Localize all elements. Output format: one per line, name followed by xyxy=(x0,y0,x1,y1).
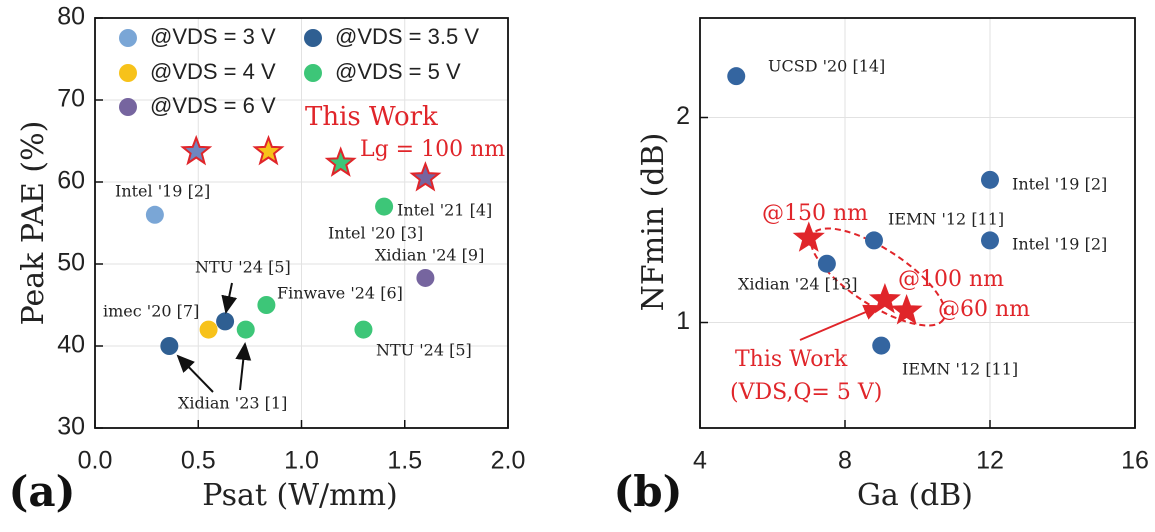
point-annotation: Xidian '23 [1] xyxy=(178,394,287,413)
this-work-star xyxy=(868,282,901,314)
y-tick-label: 80 xyxy=(57,3,85,31)
highlight-annotation: @100 nm xyxy=(898,267,1004,292)
this-work-star xyxy=(409,161,442,192)
data-point xyxy=(872,336,891,355)
point-annotation: Intel '19 [2] xyxy=(115,182,210,201)
x-tick-label: 8 xyxy=(838,447,852,475)
x-axis-title: Psat (W/mm) xyxy=(202,478,398,513)
this-work-star xyxy=(180,134,213,166)
this-work-star xyxy=(792,221,825,252)
point-annotation: Finwave '24 [6] xyxy=(277,284,403,303)
this-work-star xyxy=(890,294,923,325)
panel-label: (a) xyxy=(9,467,76,516)
x-tick-label: 1.5 xyxy=(387,447,422,475)
legend-label: @VDS = 3.5 V xyxy=(335,24,479,49)
y-tick-label: 2 xyxy=(676,102,690,130)
data-point xyxy=(817,254,836,273)
highlight-annotation: @60 nm xyxy=(938,297,1030,322)
plot-frame xyxy=(94,17,509,429)
point-annotation: Xidian '24 [13] xyxy=(738,275,857,294)
data-point xyxy=(354,320,373,339)
highlight-annotation: This Work xyxy=(305,102,438,132)
data-point xyxy=(160,337,179,355)
point-annotation: Intel '21 [4] xyxy=(397,201,492,220)
data-point xyxy=(145,205,164,224)
highlight-annotation: (VDS,Q= 5 V) xyxy=(730,380,882,405)
y-tick-label: 70 xyxy=(57,85,85,113)
legend-label: @VDS = 5 V xyxy=(335,59,461,84)
y-tick-label: 50 xyxy=(57,249,85,277)
point-annotation: NTU '24 [5] xyxy=(195,258,291,277)
point-annotation: IEMN '12 [11] xyxy=(888,210,1004,229)
legend-label: @VDS = 3 V xyxy=(150,24,276,49)
legend-marker xyxy=(304,29,322,47)
legend-marker xyxy=(304,64,322,82)
point-annotation: Intel '19 [2] xyxy=(1012,175,1107,194)
point-annotation: Intel '19 [2] xyxy=(1012,235,1107,254)
data-point xyxy=(981,170,999,189)
data-point xyxy=(865,231,883,250)
x-tick-label: 16 xyxy=(1121,447,1149,475)
data-point xyxy=(199,320,218,339)
data-point xyxy=(375,197,394,216)
y-tick-label: 40 xyxy=(57,331,85,359)
point-annotation: IEMN '12 [11] xyxy=(902,360,1018,379)
data-point xyxy=(416,268,435,287)
y-tick-label: 60 xyxy=(57,167,85,195)
y-axis-title: Peak PAE (%) xyxy=(16,121,51,326)
y-axis-title: NFmin (dB) xyxy=(636,133,671,312)
highlight-annotation: This Work xyxy=(735,347,848,372)
arrow xyxy=(235,342,252,391)
point-annotation: Xidian '24 [9] xyxy=(375,246,484,265)
y-tick-label: 30 xyxy=(57,413,85,441)
arrow xyxy=(799,304,882,341)
x-tick-label: 0.0 xyxy=(78,447,113,475)
panel-label: (b) xyxy=(613,467,682,516)
x-tick-label: 12 xyxy=(976,447,1004,475)
arrow xyxy=(176,354,214,393)
x-tick-label: 1.0 xyxy=(284,447,319,475)
point-annotation: NTU '24 [5] xyxy=(376,341,472,360)
data-point xyxy=(257,296,276,314)
data-point xyxy=(216,312,235,331)
legend-label: @VDS = 6 V xyxy=(150,93,276,118)
legend-marker xyxy=(119,64,137,82)
x-tick-label: 4 xyxy=(693,447,707,475)
point-annotation: UCSD '20 [14] xyxy=(768,57,885,76)
x-tick-label: 2.0 xyxy=(491,447,526,475)
data-point xyxy=(981,231,999,250)
arrow xyxy=(221,282,238,314)
x-axis-title: Ga (dB) xyxy=(857,478,973,513)
highlight-annotation: Lg = 100 nm xyxy=(360,137,505,162)
this-work-star xyxy=(324,146,357,177)
legend-marker xyxy=(119,98,137,116)
x-tick-label: 0.5 xyxy=(181,447,216,475)
data-point xyxy=(236,320,255,339)
plot-frame xyxy=(699,17,1136,429)
this-work-star xyxy=(252,134,285,166)
legend-marker xyxy=(119,29,137,47)
point-annotation: imec '20 [7] xyxy=(103,302,199,321)
data-point xyxy=(727,67,746,86)
point-annotation: Intel '20 [3] xyxy=(328,224,423,243)
highlight-annotation: @150 nm xyxy=(762,201,868,226)
legend-label: @VDS = 4 V xyxy=(150,59,276,84)
y-tick-label: 1 xyxy=(676,307,690,335)
